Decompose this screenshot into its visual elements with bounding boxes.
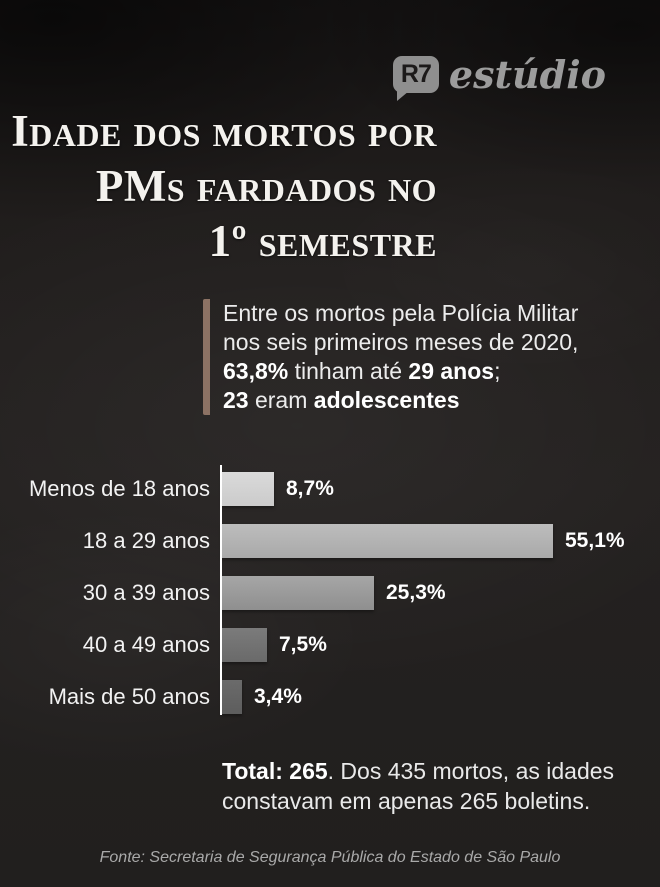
r7-logo-text: R7 <box>400 60 432 88</box>
bar-category-label: Menos de 18 anos <box>28 476 210 501</box>
total-note: Total: 265. Dos 435 mortos, as idades co… <box>222 758 615 814</box>
y-axis-line <box>220 465 222 715</box>
bar-category-label: 18 a 29 anos <box>82 528 210 553</box>
bar-track: 25,3% <box>222 576 446 610</box>
total-value: Total: 265 <box>222 758 328 784</box>
intro-paragraph: Entre os mortos pela Polícia Militar nos… <box>203 299 578 415</box>
title-line-2: PMs fardados no <box>95 161 437 211</box>
intro-line-2: nos seis primeiros meses de 2020, <box>223 329 579 355</box>
bar-value-label: 8,7% <box>286 477 334 500</box>
title-line-3: 1º semestre <box>208 216 437 266</box>
bar-category-label: 30 a 39 anos <box>82 580 210 605</box>
age-bar-chart: Menos de 18 anos 8,7% 18 a 29 anos 55,1% 30 … <box>0 463 660 723</box>
intro-highlight-percent: 63,8% <box>223 358 289 384</box>
intro-highlight-count: 23 <box>223 387 249 413</box>
bar-track: 7,5% <box>222 628 327 662</box>
intro-highlight-adolescents: adolescentes <box>313 387 460 413</box>
source-credit: Fonte: Secretaria de Segurança Pública d… <box>99 849 561 866</box>
bar-value-label: 25,3% <box>386 581 446 604</box>
bar <box>222 576 374 610</box>
chart-row: 30 a 39 anos 25,3% <box>0 567 660 619</box>
intro-line-3: 63,8% tinham até 29 anos; <box>223 358 501 384</box>
bar-value-label: 55,1% <box>565 529 625 552</box>
intro-highlight-age: 29 anos <box>408 358 495 384</box>
estudio-wordmark: estúdio <box>448 52 606 97</box>
bar <box>222 472 274 506</box>
bar-category-label: 40 a 49 anos <box>82 632 210 657</box>
bar <box>222 680 242 714</box>
chart-row: Menos de 18 anos 8,7% <box>0 463 660 515</box>
intro-line-1: Entre os mortos pela Polícia Militar <box>223 300 579 326</box>
intro-line-4: 23 eram adolescentes <box>223 387 460 413</box>
page-title: Idade dos mortos por PMs fardados no 1º … <box>11 104 437 269</box>
bar-value-label: 7,5% <box>279 633 327 656</box>
bar-track: 55,1% <box>222 524 625 558</box>
chart-rows: Menos de 18 anos 8,7% 18 a 29 anos 55,1% 30 … <box>0 463 660 723</box>
bar-category-label: Mais de 50 anos <box>48 684 210 709</box>
chart-row: Mais de 50 anos 3,4% <box>0 671 660 723</box>
bar-value-label: 3,4% <box>254 685 302 708</box>
r7-logo-icon: R7 <box>392 56 439 101</box>
bar-track: 8,7% <box>222 472 334 506</box>
bar <box>222 628 267 662</box>
bar-track: 3,4% <box>222 680 302 714</box>
chart-row: 40 a 49 anos 7,5% <box>0 619 660 671</box>
r7-estudio-logo: R7 estúdio <box>392 52 606 101</box>
title-line-1: Idade dos mortos por <box>11 106 437 156</box>
chart-row: 18 a 29 anos 55,1% <box>0 515 660 567</box>
bar <box>222 524 553 558</box>
